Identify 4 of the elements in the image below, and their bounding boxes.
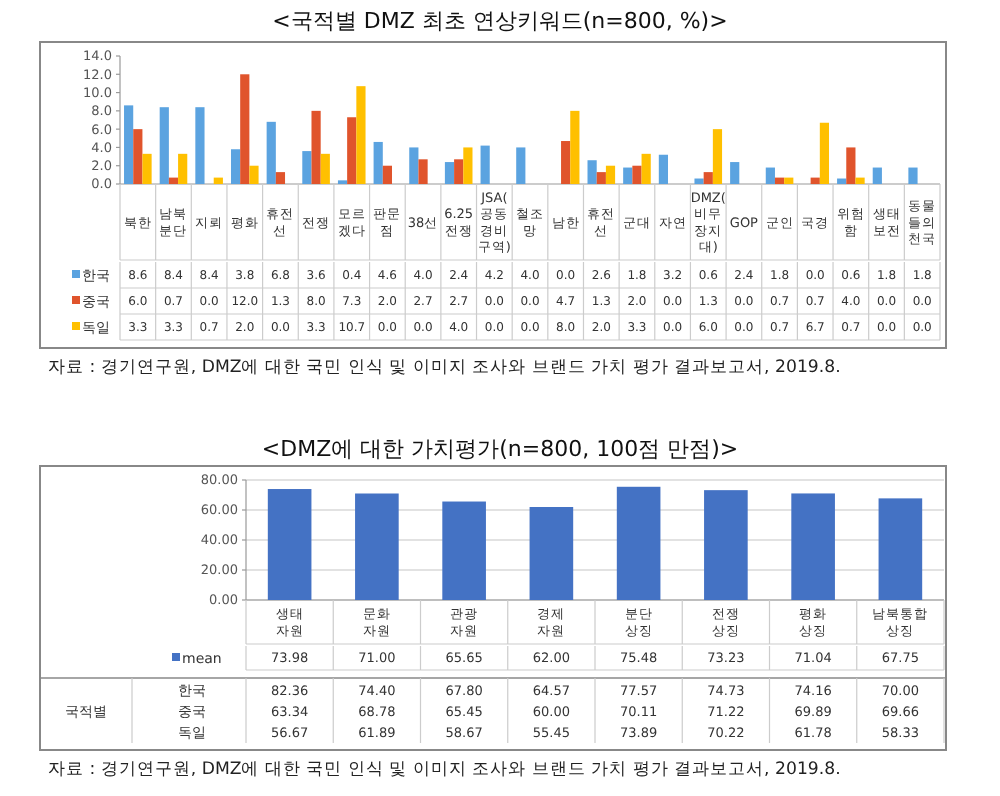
- annotation: 자료 : 경기연구원, DMZ에 대한 국민 인식 및 이미지 조사와 브랜드 가치 평가 결과보고서, 2019.8.: [48, 760, 841, 780]
- annotation: 자료 : 경기연구원, DMZ에 대한 국민 인식 및 이미지 조사와 브랜드 가치 평가 결과보고서, 2019.8.: [48, 358, 841, 378]
- title: <국적별 DMZ 최초 연상키워드(n=800, %)>: [272, 8, 728, 34]
- title: <DMZ에 대한 가치평가(n=800, 100점 만점)>: [261, 436, 739, 462]
